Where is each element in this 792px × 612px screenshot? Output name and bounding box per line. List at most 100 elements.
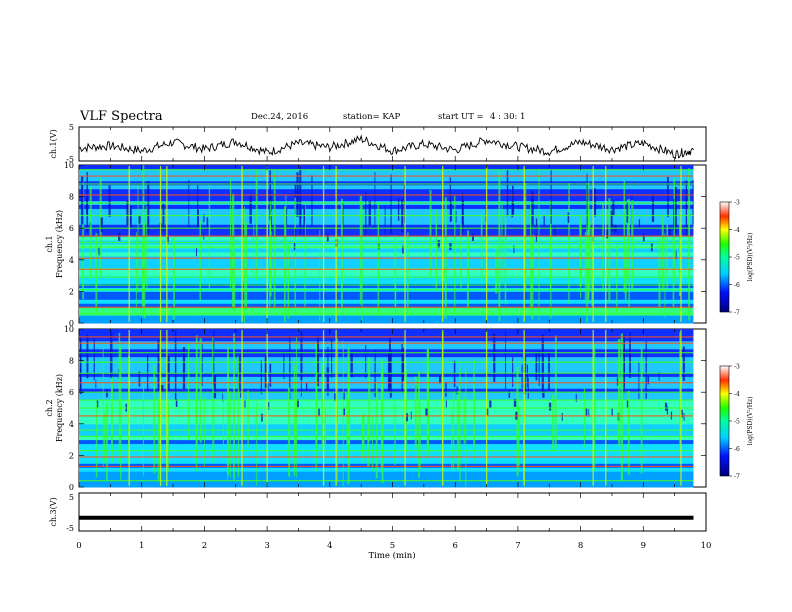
spectrogram-band <box>79 455 694 460</box>
spectrogram-striation <box>553 226 556 235</box>
spectrogram-striation <box>467 230 470 310</box>
spectrogram-striation <box>161 384 164 393</box>
spectrogram-striation <box>135 232 137 309</box>
ch1-spectrogram-ylabel-frequency: Frequency (kHz) <box>55 210 64 278</box>
spectrogram-striation <box>527 377 529 399</box>
spectrogram-spike <box>592 166 594 322</box>
spectrogram-striation <box>611 214 613 223</box>
spectrogram-striation <box>538 351 540 386</box>
spectrogram-striation <box>213 374 217 399</box>
spectrogram-striation <box>642 233 645 242</box>
spectrogram-striation <box>299 166 302 235</box>
spectrogram-striation <box>340 198 343 311</box>
spectrogram-striation <box>293 364 296 477</box>
spectrogram-striation <box>231 193 235 310</box>
ch3-waveform-frame <box>78 492 707 532</box>
spectrogram-striation <box>196 248 198 257</box>
spectrogram-striation <box>326 233 329 242</box>
spectrogram-striation <box>287 387 291 477</box>
spectrogram-band <box>79 336 694 342</box>
spectrogram-striation <box>429 189 432 277</box>
spectrogram-striation <box>368 357 371 442</box>
spectrogram-band <box>79 459 694 464</box>
spectrogram-band <box>79 220 694 225</box>
spectrogram-striation <box>397 198 400 221</box>
spectrogram-band <box>79 165 694 170</box>
spectrogram-striation <box>658 238 661 308</box>
spectrogram-striation <box>638 219 641 228</box>
spectrogram-striation <box>445 399 447 408</box>
spectrogram-band <box>79 259 694 265</box>
ch1-ytick-bottom: -5 <box>66 155 74 164</box>
spectrogram-emission-line <box>79 306 694 308</box>
spectrogram-striation <box>584 232 587 302</box>
ch2-spectrogram-ylabel-channel: ch.2 <box>45 399 54 416</box>
spectrogram-spike <box>266 166 268 322</box>
spectrogram-band <box>79 360 694 366</box>
spectrogram-striation <box>583 388 585 448</box>
spectrogram-spike <box>485 330 488 486</box>
chart-title: VLF Spectra <box>80 109 163 124</box>
spectrogram-striation <box>126 200 129 226</box>
ch1-spectrogram-ylabel-channel: ch.1 <box>45 235 54 252</box>
spectrogram-emission-line <box>79 169 694 171</box>
spectrogram-emission-line <box>79 235 694 237</box>
frequency-tick-label: 2 <box>69 451 74 460</box>
spectrogram-striation <box>526 364 528 388</box>
ch2-spectrogram-heatmap <box>79 329 694 488</box>
spectrogram-band <box>79 451 694 456</box>
time-tick-label: 9 <box>641 541 646 551</box>
spectrogram-striation <box>498 171 501 322</box>
spectrogram-striation <box>199 338 202 443</box>
spectrogram-striation <box>240 353 242 398</box>
spectrogram-striation <box>404 369 408 453</box>
ch1-colorbar-gradient <box>719 201 730 313</box>
spectrogram-striation <box>612 201 615 217</box>
spectrogram-striation <box>199 220 202 301</box>
spectrogram-striation <box>675 186 677 234</box>
spectrogram-striation <box>318 408 320 417</box>
spectrogram-striation <box>343 407 345 416</box>
spectrogram-striation <box>550 170 552 225</box>
spectrogram-striation <box>283 351 285 380</box>
spectrogram-striation <box>367 415 370 468</box>
spectrogram-striation <box>229 178 232 288</box>
spectrogram-striation <box>188 180 190 229</box>
spectrogram-striation <box>453 360 456 388</box>
colorbar-tick-label: -7 <box>734 474 740 481</box>
spectrogram-emission-line <box>79 336 694 338</box>
time-tick-label: 3 <box>264 541 269 551</box>
frequency-tick-label: 8 <box>69 357 74 366</box>
spectrogram-striation <box>247 390 249 448</box>
colorbar-tick-label: -3 <box>734 364 740 371</box>
spectrogram-striation <box>685 180 687 235</box>
spectrogram-striation <box>204 396 205 467</box>
spectrogram-striation <box>256 402 258 486</box>
spectrogram-striation <box>294 197 296 314</box>
spectrogram-striation <box>673 178 675 283</box>
spectrogram-striation <box>394 235 396 309</box>
spectrogram-spike <box>605 330 607 486</box>
spectrogram-striation <box>297 399 299 408</box>
spectrogram-striation <box>110 376 113 463</box>
spectrogram-striation <box>375 383 378 479</box>
spectrogram-striation <box>620 333 624 481</box>
spectrogram-spike <box>442 330 444 486</box>
spectrogram-striation <box>683 413 685 421</box>
spectrogram-band <box>79 267 694 273</box>
spectrogram-band <box>79 471 694 476</box>
spectrogram-striation <box>401 348 405 382</box>
spectrogram-striation <box>270 215 272 232</box>
spectrogram-band <box>79 411 694 417</box>
spectrogram-spike <box>404 166 406 322</box>
ch1-waveform-series <box>78 134 694 160</box>
spectrogram-spike <box>266 330 268 486</box>
spectrogram-spike <box>523 330 525 486</box>
colorbar-tick-label: -6 <box>734 282 740 289</box>
spectrogram-striation <box>495 248 498 294</box>
spectrogram-band <box>79 396 694 401</box>
spectrogram-striation <box>269 243 271 307</box>
spectrogram-band <box>79 180 694 186</box>
spectrogram-striation <box>508 389 511 398</box>
